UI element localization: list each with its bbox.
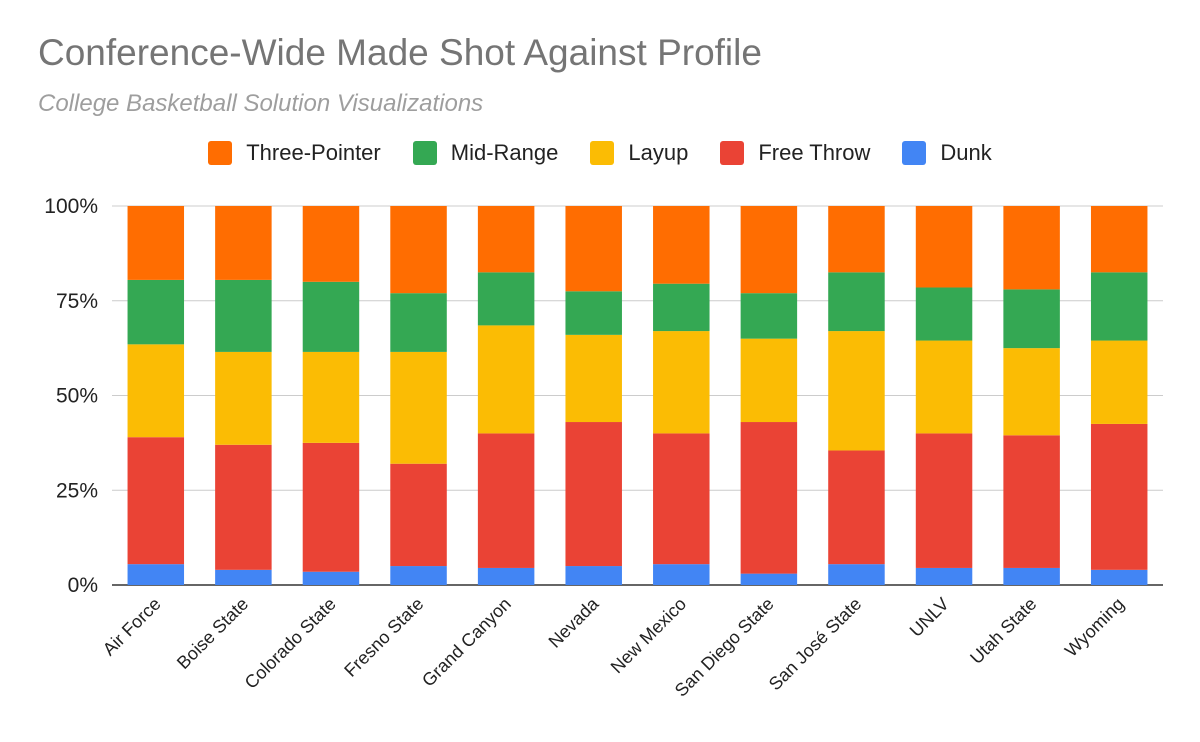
bar-segment[interactable] [1003,206,1060,290]
legend-swatch [902,141,927,165]
bar-segment[interactable] [565,334,622,423]
x-tick-label: Nevada [545,593,604,652]
legend-label: Mid-Range [450,140,559,165]
y-tick-label: 75% [56,290,98,313]
bar-segment[interactable] [477,272,535,326]
x-tick-label: Colorado State [241,594,340,693]
y-tick-label: 25% [56,479,98,502]
bar-segment[interactable] [740,422,798,574]
legend-label: Free Throw [758,140,871,165]
bar-segment[interactable] [653,433,710,565]
legend-swatch [208,141,233,165]
bar-segment[interactable] [565,566,622,585]
bar-segment[interactable] [828,331,885,451]
chart-title: Conference-Wide Made Shot Against Profil… [38,32,762,73]
y-tick-label: 0% [68,574,98,597]
bar-segment[interactable] [127,344,185,438]
x-tick-label: Wyoming [1061,594,1128,661]
bar-segment[interactable] [1090,340,1148,424]
legend-swatch [412,141,437,165]
bar-segment[interactable] [215,206,272,280]
bar-segment[interactable] [828,206,885,273]
bar-segment[interactable] [653,331,710,434]
x-tick-label: New Mexico [607,594,690,677]
bar-segment[interactable] [215,351,272,445]
bar-segment[interactable] [1090,569,1148,585]
bar-segment[interactable] [215,569,272,585]
bar-segment[interactable] [477,433,535,568]
bar-segment[interactable] [565,422,622,567]
bar-segment[interactable] [653,206,710,284]
bar-segment[interactable] [127,279,185,345]
bar-segment[interactable] [127,437,185,565]
bar-segment[interactable] [740,206,798,294]
x-tick-label: Fresno State [340,594,427,681]
bar-segment[interactable] [302,351,360,443]
bar-segment[interactable] [302,281,360,352]
legend-label: Three-Pointer [246,140,381,165]
bar-segment[interactable] [390,206,447,294]
bar-segment[interactable] [1003,348,1060,436]
bar-segment[interactable] [390,566,447,585]
legend: Three-Pointer Mid-Range Layup Free Throw Dun… [0,140,1200,166]
legend-swatch [590,141,615,165]
legend-item[interactable]: Dunk [902,140,992,166]
bar-segment[interactable] [1003,289,1060,349]
x-tick-label: Grand Canyon [418,594,515,691]
bar-segment[interactable] [390,463,447,567]
x-tick-label: San José State [765,594,865,694]
legend-item[interactable]: Mid-Range [412,140,559,166]
y-tick-label: 50% [56,385,98,408]
legend-swatch [720,141,745,165]
legend-label: Dunk [940,140,992,165]
x-tick-label: Utah State [966,594,1040,668]
bar-segment[interactable] [477,206,535,273]
bar-segment[interactable] [127,564,185,585]
bar-segment[interactable] [915,206,973,288]
x-tick-label: Boise State [173,594,252,673]
bar-segment[interactable] [1090,206,1148,273]
legend-item[interactable]: Free Throw [720,140,870,166]
bar-segment[interactable] [740,573,798,585]
bar-segment[interactable] [1090,272,1148,341]
legend-item[interactable]: Layup [590,140,688,166]
bar-segment[interactable] [565,291,622,335]
bar-segment[interactable] [828,272,885,332]
bar-segment[interactable] [915,287,973,341]
bar-segment[interactable] [565,206,622,292]
bar-segment[interactable] [915,567,973,585]
bar-segment[interactable] [302,571,360,585]
bar-segment[interactable] [127,206,185,280]
legend-label: Layup [628,140,689,165]
bar-segment[interactable] [477,567,535,585]
bar-segment[interactable] [740,338,798,423]
bar-segment[interactable] [477,325,535,434]
bar-segment[interactable] [215,279,272,352]
bar-segment[interactable] [1003,435,1060,568]
bar-segment[interactable] [1003,567,1060,585]
bar-segment[interactable] [653,283,710,332]
bar-segment[interactable] [828,450,885,565]
bar-segment[interactable] [740,293,798,339]
bar-segment[interactable] [828,564,885,585]
x-tick-label: Air Force [99,594,165,660]
bar-segment[interactable] [915,340,973,434]
y-tick-label: 100% [44,195,98,218]
legend-item[interactable]: Three-Pointer [208,140,381,166]
chart-subtitle: College Basketball Solution Visualizatio… [38,90,484,117]
x-tick-label: UNLV [906,594,953,641]
bar-segment[interactable] [915,433,973,568]
bar-segment[interactable] [1090,423,1148,570]
bar-segment[interactable] [302,206,360,282]
bar-segment[interactable] [390,351,447,464]
bar-segment[interactable] [653,564,710,585]
bar-segment[interactable] [390,293,447,352]
bar-segment[interactable] [302,442,360,572]
bar-segment[interactable] [215,444,272,570]
